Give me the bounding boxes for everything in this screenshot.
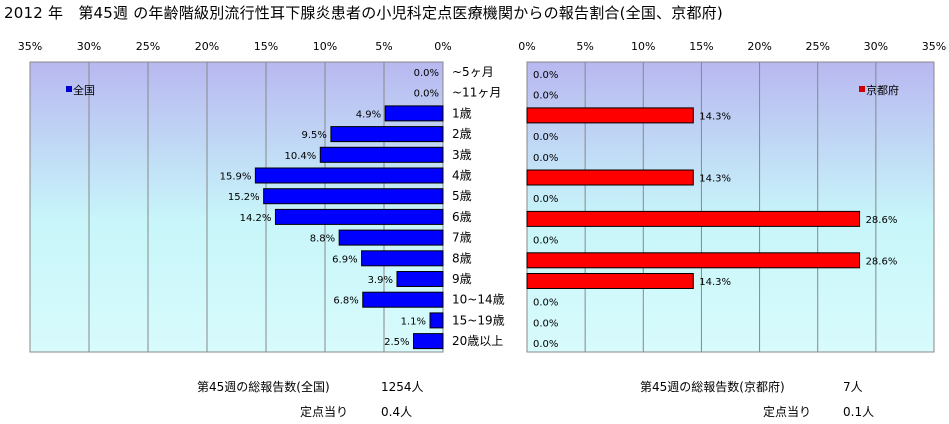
right-x-tick: 0% xyxy=(518,40,535,53)
right-data-label: 0.0% xyxy=(533,132,558,143)
right-data-label: 0.0% xyxy=(533,153,558,164)
right-x-tick: 35% xyxy=(922,40,946,53)
kyoto-per-label: 定点当り xyxy=(763,405,812,419)
category-label: 9歳 xyxy=(452,272,472,286)
chart-title: 2012 年 第45週 の年齢階級別流行性耳下腺炎患者の小児科定点医療機関からの… xyxy=(4,4,723,22)
right-data-label: 0.0% xyxy=(533,70,558,81)
right-bar xyxy=(526,169,694,186)
left-data-label: 6.9% xyxy=(332,254,357,265)
left-data-label: 0.0% xyxy=(414,68,439,79)
right-bar xyxy=(526,107,694,124)
left-data-label: 6.8% xyxy=(333,296,358,307)
left-data-label: 14.2% xyxy=(240,213,272,224)
right-x-tick: 25% xyxy=(805,40,829,53)
category-label: 1歳 xyxy=(452,106,472,120)
category-label: 5歳 xyxy=(452,189,472,203)
left-data-label: 15.2% xyxy=(228,192,260,203)
category-label: 7歳 xyxy=(452,231,472,245)
category-label: 2歳 xyxy=(452,127,472,141)
left-bar xyxy=(330,126,444,143)
category-label: 10~14歳 xyxy=(452,293,505,307)
left-bar xyxy=(384,105,444,122)
national-per-value: 0.4人 xyxy=(381,405,413,419)
left-bar xyxy=(413,333,444,350)
right-x-tick: 30% xyxy=(864,40,888,53)
right-x-tick: 5% xyxy=(576,40,593,53)
right-plot-background xyxy=(526,61,935,353)
right-data-label: 0.0% xyxy=(533,194,558,205)
right-data-label: 0.0% xyxy=(533,318,558,329)
left-data-label: 10.4% xyxy=(284,151,316,162)
right-data-label: 28.6% xyxy=(866,256,898,267)
left-bar xyxy=(319,146,444,163)
left-bar xyxy=(362,291,444,308)
left-data-label: 1.1% xyxy=(401,316,426,327)
left-data-label: 0.0% xyxy=(414,89,439,100)
category-label: 6歳 xyxy=(452,210,472,224)
left-bar xyxy=(254,167,444,184)
left-data-label: 2.5% xyxy=(384,337,409,348)
left-x-tick: 20% xyxy=(195,40,219,53)
kyoto-total-label: 第45週の総報告数(京都府) xyxy=(640,380,785,394)
left-data-label: 9.5% xyxy=(301,130,326,141)
left-x-tick: 0% xyxy=(434,40,451,53)
category-label: 4歳 xyxy=(452,169,472,183)
right-legend-label: 京都府 xyxy=(866,83,899,97)
left-data-label: 3.9% xyxy=(368,275,393,286)
left-x-tick: 35% xyxy=(18,40,42,53)
right-data-label: 0.0% xyxy=(533,298,558,309)
left-legend-label: 全国 xyxy=(73,83,95,97)
left-bar xyxy=(338,229,444,246)
right-data-label: 14.3% xyxy=(699,111,731,122)
right-x-tick: 20% xyxy=(747,40,771,53)
left-data-label: 15.9% xyxy=(220,172,252,183)
right-bar xyxy=(526,210,861,227)
category-label: ~11ヶ月 xyxy=(452,86,501,100)
left-bar xyxy=(429,312,444,329)
left-x-tick: 5% xyxy=(375,40,392,53)
right-data-label: 14.3% xyxy=(699,174,731,185)
left-x-tick: 25% xyxy=(136,40,160,53)
right-data-label: 0.0% xyxy=(533,91,558,102)
left-data-label: 4.9% xyxy=(356,109,381,120)
national-total-value: 1254人 xyxy=(381,380,424,394)
left-x-tick: 10% xyxy=(313,40,337,53)
right-bar xyxy=(526,273,694,289)
category-label: 8歳 xyxy=(452,251,472,265)
national-per-label: 定点当り xyxy=(300,405,349,419)
left-plot-background xyxy=(29,61,444,353)
category-label: 20歳以上 xyxy=(452,334,503,348)
right-bar xyxy=(526,252,861,269)
left-data-label: 8.8% xyxy=(310,234,335,245)
national-total-label: 第45週の総報告数(全国) xyxy=(197,380,330,394)
left-bar xyxy=(263,188,444,205)
right-data-label: 0.0% xyxy=(533,236,558,247)
right-data-label: 14.3% xyxy=(699,277,731,288)
category-label: 3歳 xyxy=(452,148,472,162)
left-x-tick: 30% xyxy=(77,40,101,53)
left-x-tick: 15% xyxy=(254,40,278,53)
right-data-label: 0.0% xyxy=(533,339,558,350)
kyoto-total-value: 7人 xyxy=(843,380,863,394)
right-x-tick: 15% xyxy=(689,40,713,53)
right-legend-swatch xyxy=(859,86,865,92)
category-label: 15~19歳 xyxy=(452,313,505,327)
left-bar xyxy=(361,250,444,267)
right-x-tick: 10% xyxy=(631,40,655,53)
left-legend-swatch xyxy=(66,86,72,92)
kyoto-per-value: 0.1人 xyxy=(843,405,875,419)
right-data-label: 28.6% xyxy=(866,215,898,226)
left-bar xyxy=(396,271,444,287)
category-label: ~5ヶ月 xyxy=(452,65,494,79)
left-bar xyxy=(274,208,444,225)
